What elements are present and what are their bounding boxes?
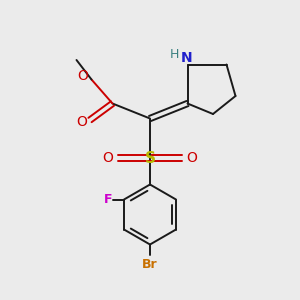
- Text: O: O: [103, 152, 113, 165]
- Text: Br: Br: [142, 258, 158, 271]
- Text: H: H: [170, 47, 180, 61]
- Text: F: F: [103, 193, 112, 206]
- Text: O: O: [187, 152, 197, 165]
- Text: O: O: [78, 69, 88, 83]
- Text: N: N: [181, 51, 193, 65]
- Text: S: S: [145, 151, 155, 166]
- Text: O: O: [76, 116, 87, 129]
